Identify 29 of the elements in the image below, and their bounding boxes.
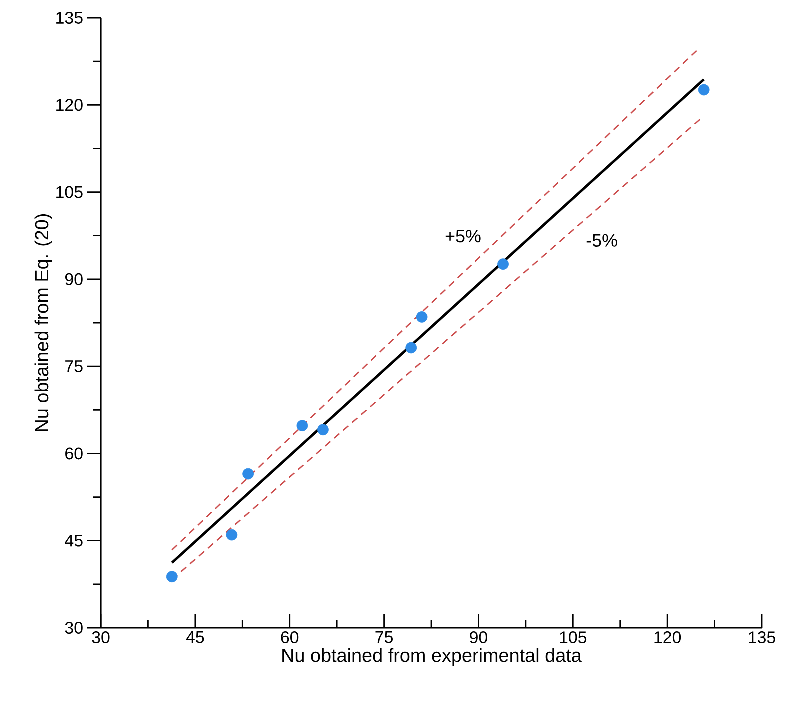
y-tick-label: 90 [65,273,83,286]
x-tick-label: 105 [560,632,587,644]
point [698,84,710,96]
x-axis-title: Nu obtained from experimental data [282,648,582,666]
point [318,424,329,436]
y-tick-label: 60 [66,448,83,460]
x-tick-label: 30 [92,632,110,644]
x-tick-label: 135 [749,632,776,644]
point [296,420,308,432]
point [416,312,428,323]
point [166,571,178,583]
annotation: +5% [446,230,481,243]
y-tick-label: 135 [56,12,83,24]
point [406,342,418,354]
y-tick-label: 45 [65,534,83,547]
point [498,258,509,270]
x-tick-label: 45 [186,632,204,644]
x-tick-label: 75 [376,632,393,644]
y-tick-label: 30 [65,622,83,634]
y-tick-label: 120 [56,99,83,112]
y-tick-label: 105 [56,186,83,198]
x-tick-label: 90 [470,632,488,644]
x-tick-label: 60 [281,632,299,644]
x-tick-label: 120 [654,632,682,644]
y-axis-title: Nu obtained from Eq. (20) [34,214,52,432]
annotation: -5% [586,234,618,247]
point [242,468,254,480]
point [226,529,238,541]
y-tick-label: 75 [66,360,83,372]
